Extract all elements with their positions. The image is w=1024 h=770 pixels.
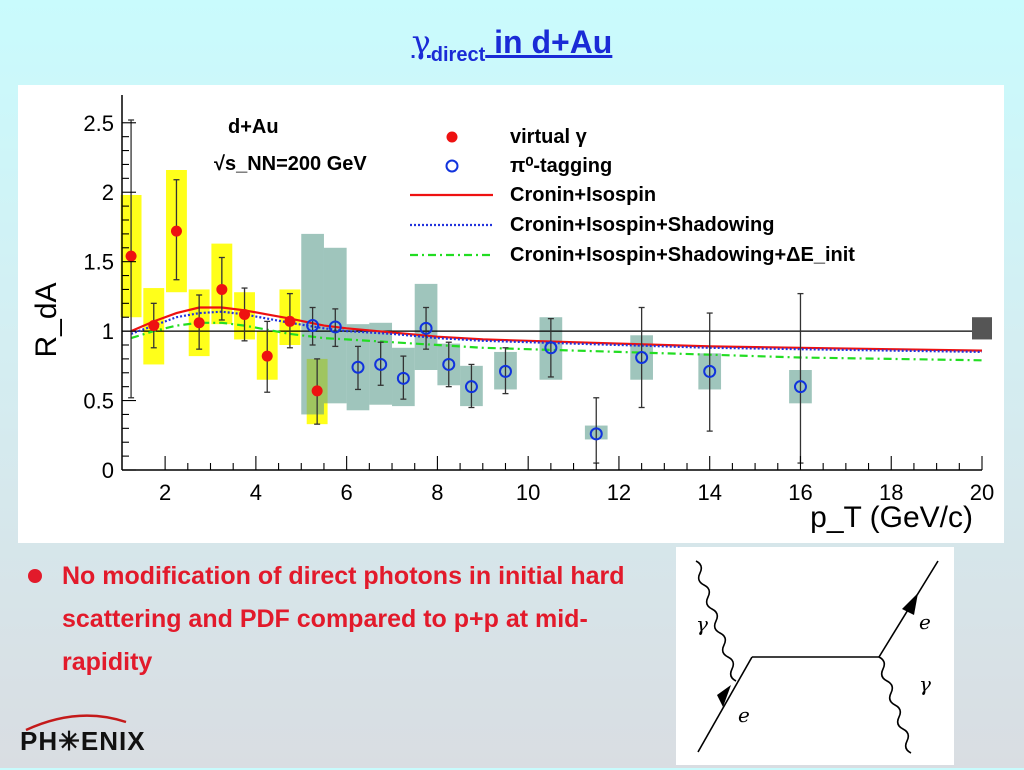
feynman-diagram: γ e e γ [676,547,954,765]
pi0-point-11 [635,351,649,364]
x-tick-label-8: 8 [431,480,443,505]
virtual-point-1 [148,320,160,332]
annotation-energy: √s_NN=200 GeV [214,153,367,175]
pi0-point-5 [419,321,433,335]
y-tick-label-0.5: 0.5 [83,389,114,414]
outgoing-electron-arrow [902,593,918,615]
title-text: in d+Au [485,24,613,60]
legend-label-cronin: Cronin+Isospin [510,184,656,206]
label-outgoing-photon: γ [919,672,931,696]
logo-text: PH✳ENIX [20,726,146,756]
x-tick-label-2: 2 [159,480,171,505]
virtual-point-3 [193,317,205,329]
virtual-point-5 [239,308,251,320]
bullet-text: No modification of direct photons in ini… [62,562,625,676]
label-incoming-photon: γ [696,612,708,636]
pi0-point-6 [442,357,456,371]
y-tick-label-2: 2 [102,180,114,205]
x-tick-label-18: 18 [879,480,903,505]
virtual-point-4 [216,283,228,295]
outgoing-photon-line [878,656,912,754]
y-tick-label-1: 1 [102,319,114,344]
legend-label-virtual: virtual γ [510,126,588,148]
pi0-point-4 [396,371,410,385]
virtual-point-0 [125,250,137,262]
pi0-point-1 [328,320,342,334]
title-subscript: direct [430,44,486,66]
x-axis-label: p_T (GeV/c) [810,501,973,534]
y-tick-label-0: 0 [102,458,114,483]
y-tick-label-1.5: 1.5 [83,250,114,275]
logo-swoosh [25,714,127,732]
x-tick-label-12: 12 [607,480,631,505]
annotation-system: d+Au [228,116,279,138]
y-axis-label: R_dA [30,282,63,357]
x-tick-label-6: 6 [341,480,353,505]
x-tick-label-14: 14 [697,480,721,505]
label-incoming-electron: e [738,703,750,727]
pi0-point-8 [498,364,512,378]
bullet-dot [28,569,42,583]
curve-shadowing [130,310,983,353]
slide-title: γdirect in d+Au [0,22,1024,75]
incoming-electron-line [697,656,753,753]
legend-label-shadowing: Cronin+Isospin+Shadowing [510,214,774,236]
pi0-point-13 [793,380,807,394]
label-outgoing-electron: e [919,610,931,634]
incoming-photon-line [695,560,737,682]
legend-label-eloss: Cronin+Isospin+Shadowing+ΔE_init [510,244,855,266]
title-gamma: γ [411,23,431,61]
pi0-point-10 [589,427,603,441]
pi0-point-0 [306,319,320,333]
pi0-point-3 [374,357,388,371]
pi0-point-7 [464,380,478,394]
pi0-point-9 [544,341,558,355]
incoming-electron-arrow [717,685,731,707]
legend-marker-pi0 [445,159,459,173]
rda-chart: 2 4 6 8 10 12 14 16 18 20 0 0.5 1 1.5 2 2.5 d+Au √s_NN=… [30,95,994,534]
x-tick-label-4: 4 [250,480,262,505]
x-tick-label-16: 16 [788,480,812,505]
legend-label-pi0: π⁰-tagging [510,155,612,177]
virtual-point-6 [261,350,273,362]
phenix-logo: PH✳ENIX [18,708,178,758]
virtual-point-2 [170,225,182,237]
virtual-point-7 [284,315,296,327]
pi0-point-12 [703,364,717,378]
pi0-point-2 [351,360,365,374]
x-tick-label-10: 10 [516,480,540,505]
normalization-box [972,317,992,340]
legend-marker-virtual [446,131,458,143]
y-tick-label-2.5: 2.5 [83,111,114,136]
virtual-point-8 [311,385,323,397]
chart-panel: 2 4 6 8 10 12 14 16 18 20 0 0.5 1 1.5 2 2.5 d+Au √s_NN=… [18,85,1004,543]
x-tick-label-20: 20 [970,480,994,505]
